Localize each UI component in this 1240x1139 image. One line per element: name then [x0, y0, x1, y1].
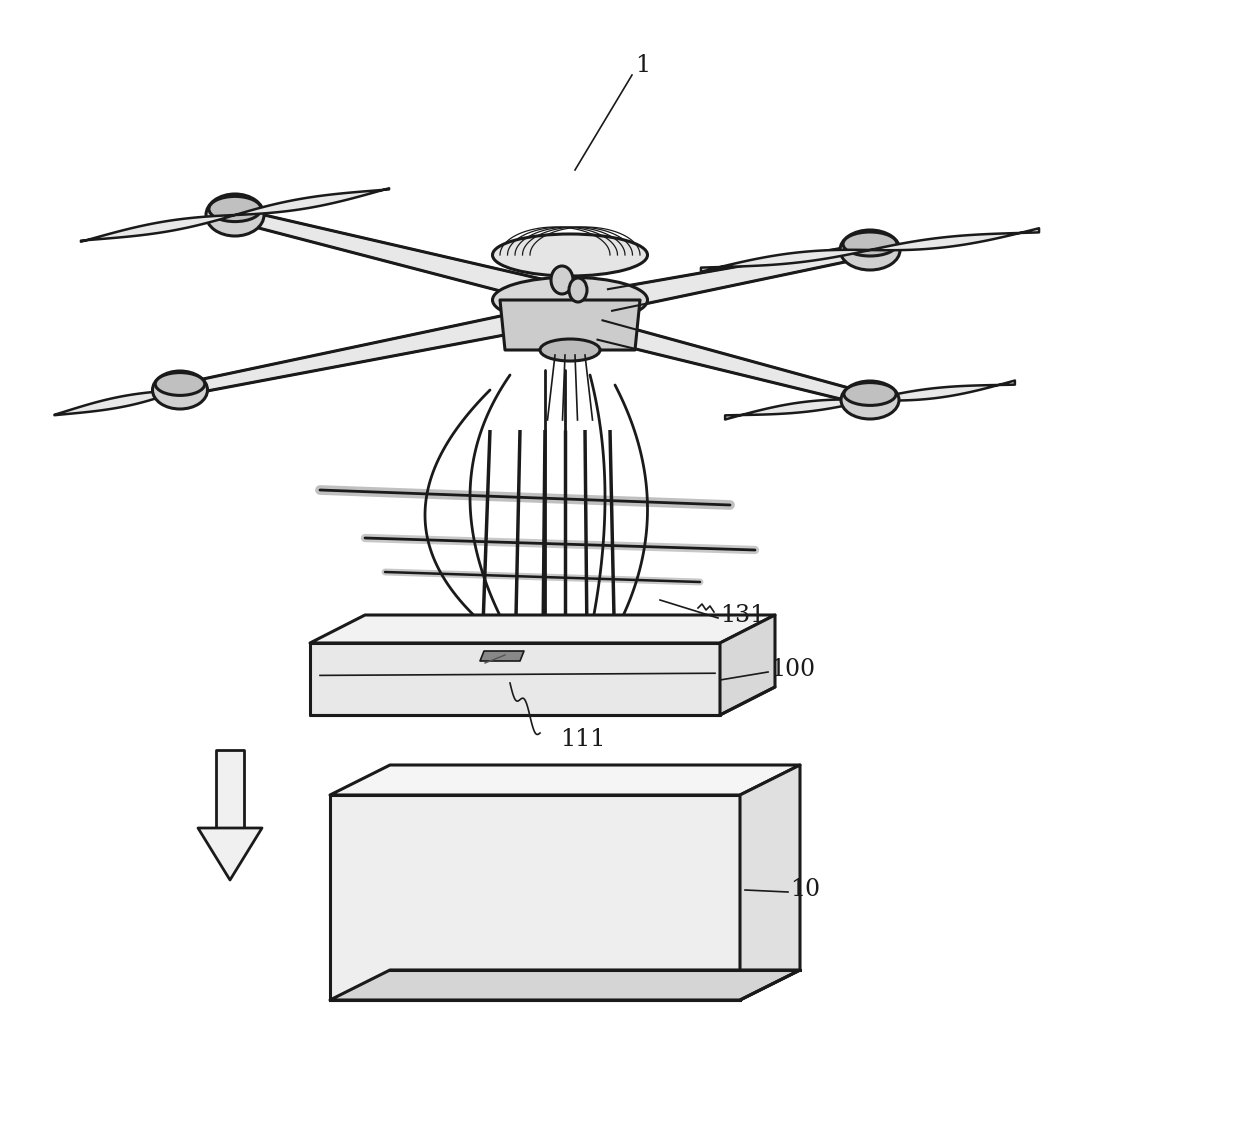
- Polygon shape: [180, 364, 305, 390]
- Polygon shape: [198, 828, 262, 880]
- Ellipse shape: [844, 383, 897, 405]
- Polygon shape: [870, 380, 1014, 401]
- Text: 111: 111: [560, 729, 605, 752]
- Polygon shape: [500, 300, 640, 350]
- Polygon shape: [330, 795, 740, 1000]
- Polygon shape: [725, 400, 870, 419]
- Polygon shape: [236, 188, 389, 215]
- Ellipse shape: [492, 233, 647, 276]
- Text: 10: 10: [790, 878, 820, 901]
- Polygon shape: [598, 320, 872, 405]
- Text: 131: 131: [720, 604, 765, 626]
- Polygon shape: [701, 249, 870, 272]
- Ellipse shape: [839, 230, 900, 270]
- Polygon shape: [233, 208, 543, 301]
- Ellipse shape: [841, 382, 899, 419]
- Polygon shape: [310, 644, 720, 715]
- Ellipse shape: [208, 196, 262, 222]
- Polygon shape: [330, 765, 800, 795]
- Text: 1: 1: [635, 54, 650, 76]
- Polygon shape: [740, 765, 800, 1000]
- Polygon shape: [310, 615, 775, 644]
- Ellipse shape: [843, 232, 897, 256]
- Polygon shape: [608, 244, 872, 311]
- Polygon shape: [330, 970, 800, 1000]
- Ellipse shape: [492, 277, 647, 322]
- Polygon shape: [179, 310, 532, 396]
- Ellipse shape: [539, 339, 600, 361]
- Ellipse shape: [206, 194, 264, 236]
- Ellipse shape: [551, 267, 573, 294]
- Polygon shape: [55, 390, 180, 416]
- Polygon shape: [216, 749, 244, 828]
- Ellipse shape: [155, 372, 205, 395]
- Text: 100: 100: [770, 658, 815, 681]
- Polygon shape: [870, 228, 1039, 251]
- Polygon shape: [480, 652, 525, 661]
- Polygon shape: [720, 615, 775, 715]
- Ellipse shape: [153, 371, 207, 409]
- Polygon shape: [81, 215, 236, 241]
- Ellipse shape: [569, 278, 587, 302]
